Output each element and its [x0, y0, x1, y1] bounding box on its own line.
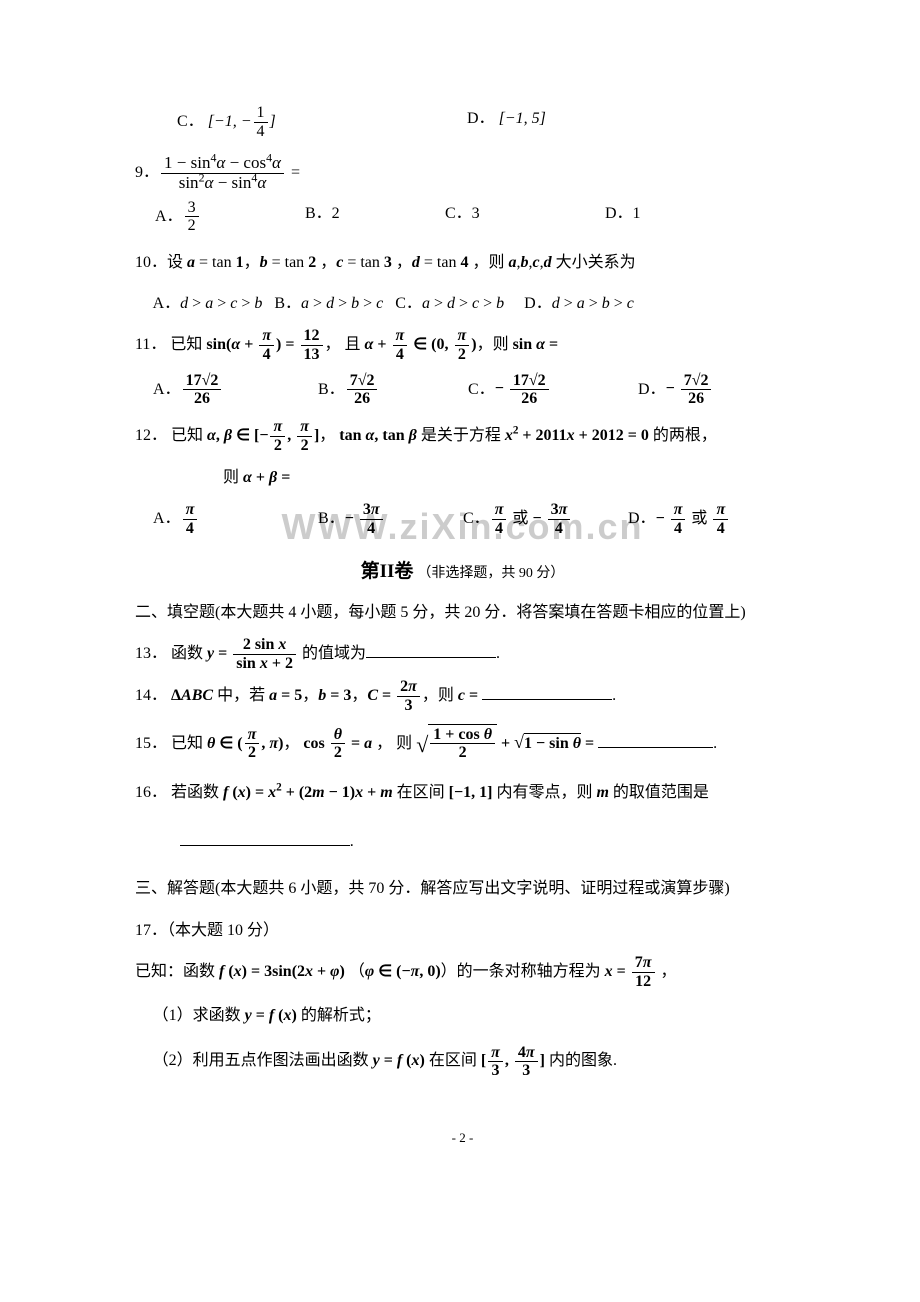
- q11-options: A．17√226 B．7√226 C．− 17√226 D．− 7√226: [135, 372, 790, 408]
- q9-opt-a: A．32: [155, 199, 305, 235]
- q11-opt-a: A．17√226: [153, 372, 318, 408]
- q12-opt-d: D．− π4 或 π4: [628, 501, 730, 537]
- q17-p2: （2）利用五点作图法画出函数 y = f (x) 在区间 [π3, 4π3] 内…: [135, 1043, 790, 1079]
- q9-opt-b: B．2: [305, 199, 445, 235]
- q12-opt-c: C．π4 或 − 3π4: [463, 501, 628, 537]
- q12-options: A．π4 B．− 3π4 C．π4 或 − 3π4 D．− π4 或 π4: [135, 501, 790, 537]
- q10-opt-c: C．a > d > c > b: [395, 295, 504, 312]
- q10-opt-b: B．a > d > b > c: [274, 295, 383, 312]
- q11-opt-d: D．− 7√226: [638, 372, 713, 408]
- q12-stem: 12． 已知 α, β ∈ [−π2, π2]， tan α, tan β 是关…: [135, 418, 790, 454]
- q12-stem-2: 则 α + β =: [135, 460, 790, 495]
- q9-options: A．32 B．2 C．3 D．1: [135, 199, 790, 235]
- q10-opt-a: A．d > a > c > b: [153, 295, 263, 312]
- q13-blank: [366, 641, 496, 658]
- q16-blank-line: .: [135, 824, 790, 859]
- page-content: C． [−1, −14] D． [−1, 5] 9．1 − sin4α − co…: [0, 0, 920, 1206]
- q8-opt-d: D． [−1, 5]: [467, 104, 546, 140]
- q10-opt-d: D．d > a > b > c: [524, 295, 634, 312]
- fill-header: 二、填空题(本大题共 4 小题，每小题 5 分，共 20 分．将答案填在答题卡相…: [135, 595, 790, 630]
- q12-opt-b: B．− 3π4: [318, 501, 463, 537]
- q11-stem: 11． 已知 sin(α + π4) = 1213， 且 α + π4 ∈ (0…: [135, 327, 790, 363]
- q15: 15． 已知 θ ∈ (π2, π)， cos θ2 = a ， 则 √1 + …: [135, 721, 790, 769]
- q16-blank: [180, 829, 350, 846]
- q15-blank: [598, 731, 713, 748]
- q16: 16． 若函数 f (x) = x2 + (2m − 1)x + m 在区间 […: [135, 775, 790, 810]
- q9-opt-d: D．1: [605, 199, 641, 235]
- q12-opt-a: A．π4: [153, 501, 318, 537]
- q17-head: 17．（本大题 10 分）: [135, 913, 790, 948]
- q17-p1: （1）求函数 y = f (x) 的解析式；: [135, 998, 790, 1033]
- q13: 13． 函数 y = 2 sin xsin x + 2 的值域为.: [135, 636, 790, 672]
- q9-opt-c: C．3: [445, 199, 605, 235]
- q8-options: C． [−1, −14] D． [−1, 5]: [135, 104, 790, 140]
- solve-header: 三、解答题(本大题共 6 小题，共 70 分．解答应写出文字说明、证明过程或演算…: [135, 871, 790, 906]
- part2-title-main: 第II卷: [361, 561, 414, 582]
- part2-title: 第II卷 （非选择题，共 90 分）: [135, 556, 790, 583]
- q14: 14． ΔABC 中，若 a = 5，b = 3，C = 2π3，则 c = .: [135, 678, 790, 714]
- q11-opt-c: C．− 17√226: [468, 372, 638, 408]
- q9-stem: 9．1 − sin4α − cos4αsin2α − sin4α =: [135, 154, 790, 192]
- q11-opt-b: B．7√226: [318, 372, 468, 408]
- page-number: - 2 -: [135, 1130, 790, 1146]
- q10-options: A．d > a > c > b B．a > d > b > c C．a > d …: [135, 286, 790, 321]
- q8-opt-c: C． [−1, −14]: [177, 104, 467, 140]
- q17-stem: 已知：函数 f (x) = 3sin(2x + φ) （φ ∈ (−π, 0)）…: [135, 954, 790, 990]
- q14-blank: [482, 683, 612, 700]
- opt-label: D．: [467, 110, 495, 127]
- q10-stem: 10．设 a = tan 1，b = tan 2 ，c = tan 3 ，d =…: [135, 245, 790, 280]
- part2-title-sub: （非选择题，共 90 分）: [417, 566, 564, 581]
- opt-label: C．: [177, 113, 204, 130]
